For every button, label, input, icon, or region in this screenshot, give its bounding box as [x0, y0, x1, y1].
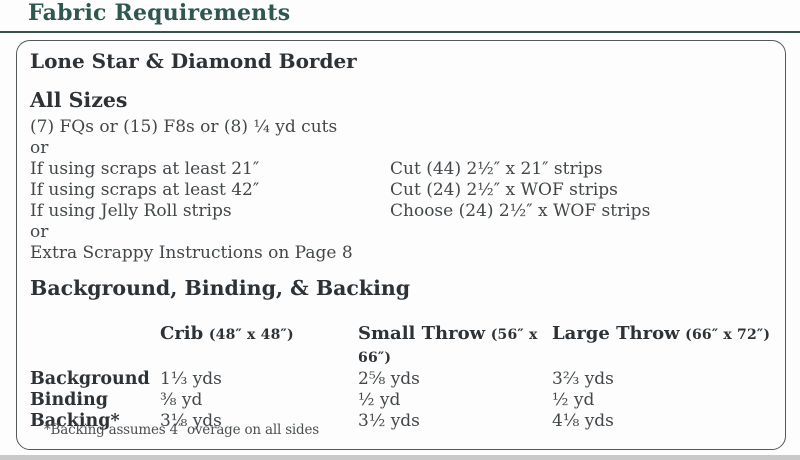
scrap-condition: If using Jelly Roll strips	[30, 201, 232, 221]
page-bottom-edge	[0, 455, 800, 460]
column-size: (48″ x 48″)	[208, 327, 294, 343]
column-size: (66″ x 72″)	[685, 327, 771, 343]
or-separator-2: or	[30, 222, 49, 242]
column-name: Large Throw	[552, 323, 680, 344]
backing-footnote: *Backing assumes 4″ overage on all sides	[44, 422, 319, 438]
or-separator-1: or	[30, 138, 49, 158]
background-large-throw-yardage: 3⅔ yds	[552, 369, 614, 389]
background-binding-backing-heading: Background, Binding, & Backing	[30, 276, 411, 300]
column-name: Crib	[160, 323, 204, 344]
backing-large-throw-yardage: 4⅛ yds	[552, 411, 614, 431]
row-label-backing: Backing*	[30, 411, 120, 431]
panel-title: Lone Star & Diamond Border	[30, 49, 357, 73]
header-divider	[0, 31, 800, 33]
backing-crib-yardage: 3⅛ yds	[160, 411, 222, 431]
scrap-condition: If using scraps at least 21″	[30, 159, 260, 179]
column-header-large-throw: Large Throw (66″ x 72″)	[552, 323, 771, 369]
background-small-throw-yardage: 2⅝ yds	[358, 369, 420, 389]
fabric-requirements-panel: Lone Star & Diamond Border All Sizes (7)…	[16, 40, 786, 450]
background-crib-yardage: 1⅓ yds	[160, 369, 222, 389]
column-header-small-throw: Small Throw (56″ x 66″)	[358, 323, 552, 369]
scrap-option-row: If using scraps at least 42″ Cut (24) 2½…	[30, 180, 771, 201]
column-size: (56″ x 66″)	[358, 327, 538, 366]
yardage-table: Crib (48″ x 48″) Small Throw (56″ x 66″)…	[30, 323, 771, 432]
scrap-cutting: Choose (24) 2½″ x WOF strips	[390, 201, 651, 221]
backing-small-throw-yardage: 3½ yds	[358, 411, 420, 431]
page-title: Fabric Requirements	[28, 0, 291, 26]
table-corner-cell	[30, 323, 160, 369]
scrap-option-row: If using Jelly Roll strips Choose (24) 2…	[30, 201, 771, 222]
row-label-background: Background	[30, 369, 150, 389]
binding-small-throw-yardage: ½ yd	[358, 390, 401, 410]
scrap-cutting: Cut (44) 2½″ x 21″ strips	[390, 159, 603, 179]
extra-scrappy-note: Extra Scrappy Instructions on Page 8	[30, 243, 353, 263]
fq-options-line: (7) FQs or (15) F8s or (8) ¼ yd cuts	[30, 117, 338, 137]
all-sizes-heading: All Sizes	[30, 88, 128, 112]
scrap-condition: If using scraps at least 42″	[30, 180, 260, 200]
scrap-option-row: If using scraps at least 21″ Cut (44) 2½…	[30, 159, 771, 180]
binding-crib-yardage: ⅜ yd	[160, 390, 203, 410]
scrap-cutting: Cut (24) 2½″ x WOF strips	[390, 180, 618, 200]
binding-large-throw-yardage: ½ yd	[552, 390, 595, 410]
row-label-binding: Binding	[30, 390, 109, 410]
column-name: Small Throw	[358, 323, 486, 344]
column-header-crib: Crib (48″ x 48″)	[160, 323, 358, 369]
